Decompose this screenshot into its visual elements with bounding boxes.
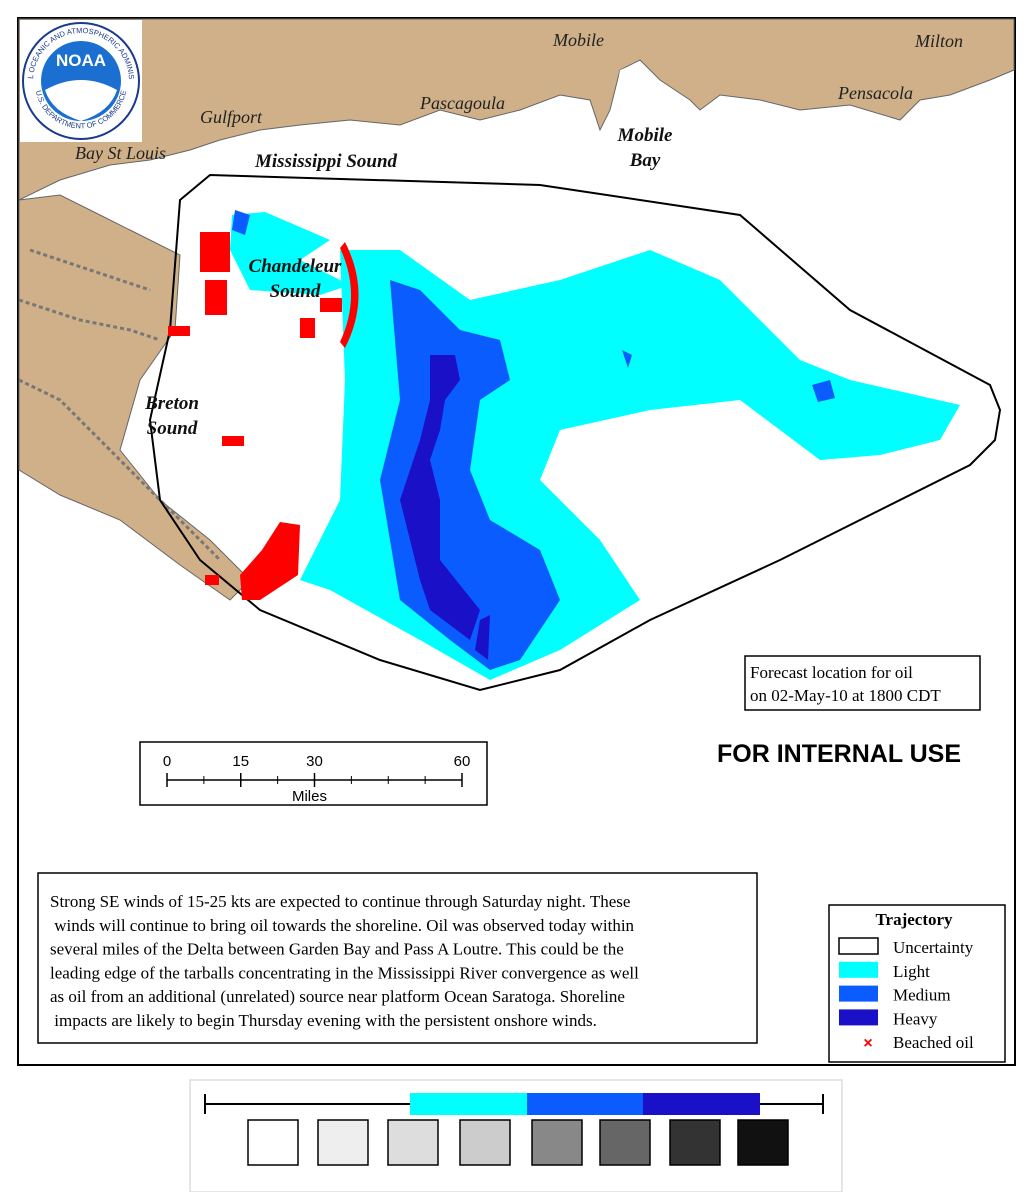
- place-label: Breton: [144, 393, 199, 414]
- place-label: Bay St Louis: [75, 143, 166, 163]
- land: [18, 18, 1015, 601]
- forecast-box: [744, 655, 981, 711]
- legend-swatch: [839, 961, 878, 978]
- place-labels: Mobile Milton Pensacola Pascagoula Gulfport B…: [75, 30, 963, 439]
- note-line: Strong SE winds of 15-25 kts are expecte…: [50, 892, 630, 911]
- legend-marker: ×: [863, 1035, 872, 1052]
- legend-swatch: [839, 1009, 878, 1026]
- legend-label: Beached oil: [893, 1033, 974, 1052]
- place-label: Bay: [629, 150, 661, 171]
- note: Strong SE winds of 15-25 kts are expecte…: [50, 892, 639, 1030]
- place-label: Gulfport: [200, 107, 263, 127]
- note-box: [37, 872, 758, 1044]
- place-label: Pascagoula: [419, 93, 505, 113]
- note-line: winds will continue to bring oil towards…: [50, 916, 635, 935]
- legend-label: Uncertainty: [893, 938, 974, 957]
- scale-tick-label: 0: [163, 753, 171, 770]
- place-label: Sound: [147, 418, 198, 439]
- legend-swatch: [838, 937, 879, 955]
- scale-tick-label: 60: [454, 753, 471, 770]
- place-label: Mobile: [552, 30, 604, 50]
- note-line: as oil from an additional (unrelated) so…: [50, 987, 625, 1006]
- legend-label: Heavy: [893, 1009, 938, 1028]
- legend-swatch: [839, 985, 878, 1002]
- place-label: Milton: [914, 31, 963, 51]
- note-line: impacts are likely to begin Thursday eve…: [50, 1011, 597, 1030]
- logo-label: NOAA: [56, 51, 106, 70]
- scale-bar: 0 15 30 60 Miles: [163, 753, 471, 805]
- stamp: FOR INTERNAL USE: [717, 740, 961, 768]
- legend-label: Medium: [893, 986, 951, 1005]
- beached-oil: [168, 232, 359, 600]
- scale-tick-label: 15: [232, 753, 249, 770]
- scale-unit: Miles: [292, 788, 327, 805]
- note-line: leading edge of the tarballs concentrati…: [50, 963, 639, 982]
- noaa-logo: NATIONAL OCEANIC AND ATMOSPHERIC ADMINIS…: [0, 0, 142, 142]
- legend-box: [828, 904, 1006, 1063]
- scale-tick-label: 30: [306, 753, 323, 770]
- place-label: Chandeleur: [249, 256, 343, 277]
- place-label: Pensacola: [837, 83, 913, 103]
- legend: Uncertainty Light Medium Heavy × Beached oil: [838, 937, 974, 1052]
- forecast-line: Forecast location for oil: [750, 663, 913, 682]
- note-line: several miles of the Delta between Garde…: [50, 940, 624, 959]
- legend-label: Light: [893, 962, 930, 981]
- oil-heavy: [400, 355, 490, 660]
- scale-box: [139, 741, 488, 806]
- place-label: Sound: [270, 281, 321, 302]
- place-label: Mobile: [617, 125, 673, 146]
- forecast-line: on 02-May-10 at 1800 CDT: [750, 686, 941, 705]
- concentration-key: [189, 1079, 843, 1192]
- uncertainty-outline: [148, 173, 1002, 692]
- legend-title: Trajectory: [875, 910, 953, 929]
- place-label: Mississippi Sound: [254, 151, 398, 172]
